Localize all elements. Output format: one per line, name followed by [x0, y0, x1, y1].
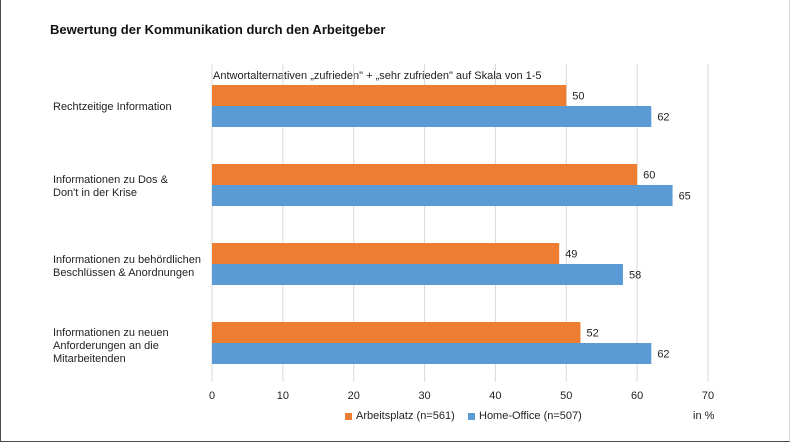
- data-label-home-office-1: 65: [679, 191, 691, 203]
- category-label-2-line-2: Beschlüssen & Anordnungen: [53, 267, 195, 279]
- category-label-0-line: Rechtzeitige Information: [53, 101, 172, 113]
- data-label-home-office-0: 62: [657, 112, 669, 124]
- legend-swatch-orange: [345, 412, 352, 420]
- data-label-home-office-3: 62: [657, 349, 669, 361]
- category-label-0: Rechtzeitige Information: [53, 101, 203, 114]
- data-label-arbeitsplatz-0: 50: [572, 91, 584, 103]
- legend-label-arbeitsplatz: Arbeitsplatz (n=561): [356, 410, 455, 422]
- bar-home-office-3: [212, 343, 652, 364]
- bar-arbeitsplatz-1: [212, 164, 638, 185]
- x-axis-unit-label: in %: [693, 410, 715, 422]
- bar-arbeitsplatz-2: [212, 243, 560, 264]
- category-label-2-line-1: Informationen zu behördlichen: [53, 254, 201, 266]
- x-tick-label-60: 60: [631, 390, 643, 402]
- bar-home-office-2: [212, 264, 623, 285]
- bar-arbeitsplatz-0: [212, 85, 567, 106]
- x-tick-label-10: 10: [277, 390, 289, 402]
- category-label-1: Informationen zu Dos & Don't in der Kris…: [53, 174, 203, 200]
- category-label-3-line-1: Informationen zu neuen: [53, 327, 169, 339]
- chart-title: Bewertung der Kommunikation durch den Ar…: [50, 22, 386, 37]
- data-label-home-office-2: 58: [629, 270, 641, 282]
- category-label-1-line-2: Don't in der Krise: [53, 187, 138, 199]
- category-label-1-line-1: Informationen zu Dos &: [53, 174, 168, 186]
- bar-home-office-1: [212, 185, 673, 206]
- legend-item-arbeitsplatz: Arbeitsplatz (n=561): [345, 410, 455, 422]
- x-tick-label-0: 0: [209, 390, 215, 402]
- category-label-2: Informationen zu behördlichen Beschlüsse…: [53, 254, 203, 280]
- legend-swatch-blue: [468, 412, 475, 420]
- category-label-3: Informationen zu neuen Anforderungen an …: [53, 327, 203, 366]
- x-tick-label-30: 30: [418, 390, 430, 402]
- bar-arbeitsplatz-3: [212, 322, 581, 343]
- category-label-3-line-2: Anforderungen an die: [53, 340, 159, 352]
- data-label-arbeitsplatz-2: 49: [565, 249, 577, 261]
- legend-item-home-office: Home-Office (n=507): [468, 410, 582, 422]
- legend-label-home-office: Home-Office (n=507): [479, 410, 582, 422]
- x-tick-label-20: 20: [348, 390, 360, 402]
- data-label-arbeitsplatz-3: 52: [586, 328, 598, 340]
- bar-home-office-0: [212, 106, 652, 127]
- x-tick-label-70: 70: [702, 390, 714, 402]
- x-tick-label-40: 40: [489, 390, 501, 402]
- category-label-3-line-3: Mitarbeitenden: [53, 353, 126, 365]
- x-tick-label-50: 50: [560, 390, 572, 402]
- data-label-arbeitsplatz-1: 60: [643, 170, 655, 182]
- chart-subtitle: Antwortalternativen „zufrieden" + „sehr …: [213, 70, 542, 82]
